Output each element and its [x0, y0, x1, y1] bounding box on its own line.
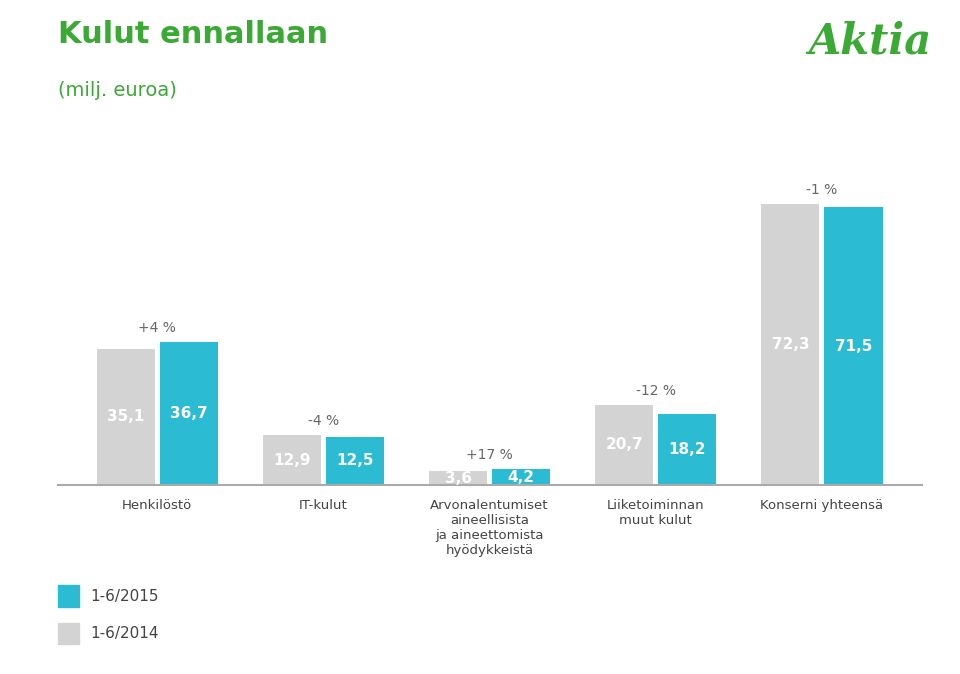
Text: 1-6/2015: 1-6/2015 — [90, 588, 158, 603]
Bar — [492, 469, 550, 485]
Text: 20,7: 20,7 — [606, 437, 643, 452]
Bar — [595, 404, 653, 485]
Text: 71,5: 71,5 — [835, 338, 873, 354]
Bar — [326, 437, 384, 485]
Bar — [659, 415, 716, 485]
Text: -1 %: -1 % — [806, 183, 837, 197]
Bar — [761, 204, 820, 485]
Bar — [97, 348, 155, 485]
Text: 12,9: 12,9 — [274, 453, 311, 468]
Text: -4 %: -4 % — [308, 414, 339, 428]
Text: 35,1: 35,1 — [107, 409, 144, 425]
Text: 3,6: 3,6 — [444, 470, 471, 486]
Text: +4 %: +4 % — [138, 321, 177, 336]
Bar — [429, 471, 487, 485]
Bar — [825, 207, 882, 485]
Text: 1-6/2014: 1-6/2014 — [90, 625, 158, 640]
Bar — [159, 342, 218, 485]
Text: Kulut ennallaan: Kulut ennallaan — [58, 20, 327, 49]
Text: 72,3: 72,3 — [772, 337, 809, 352]
Text: 4,2: 4,2 — [508, 470, 535, 485]
Bar — [263, 435, 321, 485]
Text: +17 %: +17 % — [467, 448, 513, 462]
Text: 12,5: 12,5 — [336, 454, 373, 468]
Text: Aktia: Aktia — [808, 20, 931, 62]
Text: 12: 12 — [908, 649, 931, 667]
Text: (milj. euroa): (milj. euroa) — [58, 81, 177, 100]
Text: 36,7: 36,7 — [170, 406, 207, 421]
Text: 18,2: 18,2 — [668, 442, 706, 458]
Text: -12 %: -12 % — [636, 384, 676, 398]
